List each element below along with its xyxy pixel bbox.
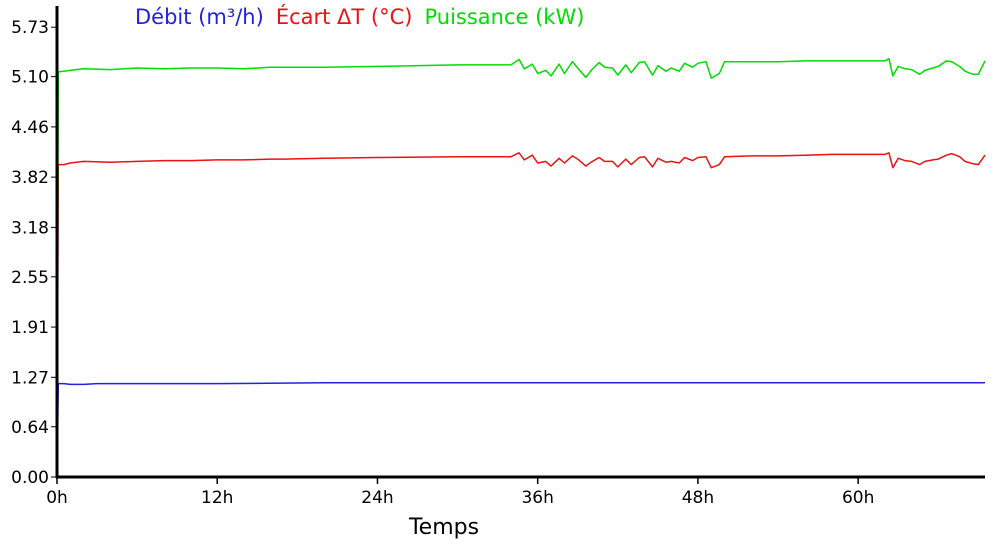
series-line-1 — [56, 382, 985, 478]
y-tick-label: 3.82 — [11, 168, 49, 188]
series-layer — [56, 57, 986, 478]
series-line-2 — [56, 152, 986, 478]
x-tick-label: 24h — [361, 488, 393, 508]
y-tick-label: 2.55 — [11, 268, 49, 288]
x-tick-label: 48h — [682, 488, 714, 508]
axes-layer: 0.00 0.64 1.27 1.91 2.55 3.18 3.82 4.46 5.10 5.73… — [11, 6, 985, 508]
x-tick-label: 36h — [521, 488, 553, 508]
y-tick-label: 0.00 — [11, 468, 49, 488]
legend-entry-1: Débit (m³/h) — [135, 5, 264, 29]
x-tick-label: 60h — [842, 488, 874, 508]
y-tick-label: 5.73 — [11, 18, 49, 38]
x-tick-label: 0h — [46, 488, 68, 508]
x-axis-label: Temps — [408, 515, 479, 540]
y-tick-label: 0.64 — [11, 418, 49, 438]
y-tick-label: 3.18 — [11, 218, 49, 238]
y-tick-label: 4.46 — [11, 118, 49, 138]
y-tick-label: 5.10 — [11, 68, 49, 88]
series-line-3 — [56, 57, 986, 478]
chart-legend: Débit (m³/h) Écart ΔT (°C) Puissance (kW) — [135, 4, 584, 29]
legend-entry-2: Écart ΔT (°C) — [276, 4, 413, 29]
x-tick-label: 12h — [201, 488, 233, 508]
legend-entry-3: Puissance (kW) — [424, 5, 584, 29]
y-tick-label: 1.27 — [11, 368, 49, 388]
y-tick-label: 1.91 — [11, 318, 49, 338]
